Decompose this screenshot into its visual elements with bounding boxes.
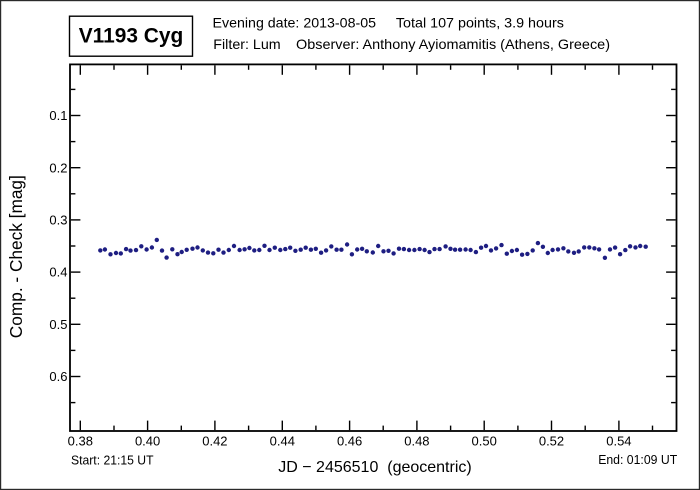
svg-text:0.52: 0.52 <box>539 433 564 448</box>
svg-text:Comp. - Check [mag]: Comp. - Check [mag] <box>6 175 26 338</box>
svg-text:0.4: 0.4 <box>49 265 67 280</box>
svg-text:0.1: 0.1 <box>49 108 67 123</box>
svg-text:0.46: 0.46 <box>337 433 362 448</box>
svg-text:0.5: 0.5 <box>49 317 67 332</box>
svg-text:0.2: 0.2 <box>49 160 67 175</box>
svg-text:Start: 21:15 UT: Start: 21:15 UT <box>71 452 154 467</box>
svg-text:0.54: 0.54 <box>606 433 631 448</box>
svg-text:0.42: 0.42 <box>202 433 227 448</box>
svg-text:Evening date: 2013-08-05: Evening date: 2013-08-05 <box>213 15 377 31</box>
svg-text:0.40: 0.40 <box>135 433 160 448</box>
svg-text:Filter: Lum: Filter: Lum <box>213 36 280 52</box>
svg-text:0.3: 0.3 <box>49 213 67 228</box>
svg-text:0.50: 0.50 <box>472 433 497 448</box>
svg-text:V1193 Cyg: V1193 Cyg <box>79 23 184 47</box>
svg-text:End: 01:09 UT: End: 01:09 UT <box>598 452 677 467</box>
svg-text:0.38: 0.38 <box>68 433 93 448</box>
svg-text:JD − 2456510 (geocentric): JD − 2456510 (geocentric) <box>278 459 471 476</box>
svg-text:Total 107 points, 3.9 hours: Total 107 points, 3.9 hours <box>396 15 564 31</box>
svg-text:0.6: 0.6 <box>49 369 67 384</box>
svg-text:0.44: 0.44 <box>270 433 295 448</box>
svg-text:0.48: 0.48 <box>404 433 429 448</box>
svg-text:Observer: Anthony Ayiomamitis: Observer: Anthony Ayiomamitis (Athens, G… <box>296 36 610 52</box>
